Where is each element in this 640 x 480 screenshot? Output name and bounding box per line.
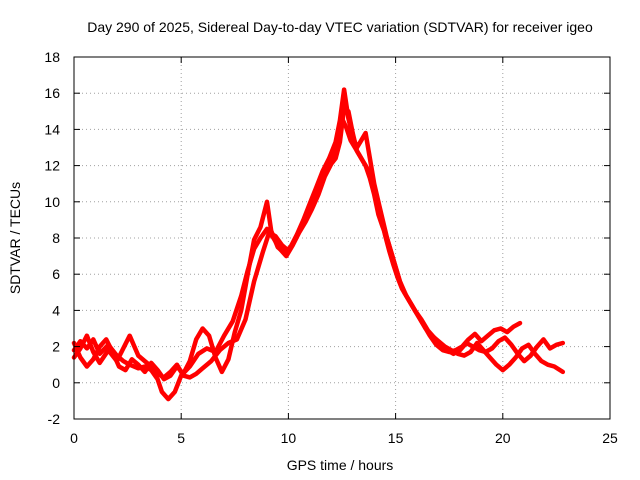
axis-ticks: 0 5 10 15 20 25 -2 0 2 4 6 8 10 12 14 16 18 xyxy=(44,49,618,446)
x-tick-label: 0 xyxy=(70,430,78,446)
y-tick-label: 12 xyxy=(44,158,60,174)
series-line-trace-b xyxy=(71,116,566,380)
x-tick-label: 20 xyxy=(495,430,511,446)
y-axis-label: SDTVAR / TECUs xyxy=(7,182,23,294)
series-group xyxy=(71,87,566,402)
y-tick-label: 4 xyxy=(52,302,60,318)
y-tick-label: 18 xyxy=(44,49,60,65)
y-tick-label: 8 xyxy=(52,230,60,246)
x-tick-label: 15 xyxy=(388,430,404,446)
series-line-trace-c xyxy=(71,87,523,382)
y-tick-label: -2 xyxy=(48,411,61,427)
y-tick-label: 16 xyxy=(44,85,60,101)
x-axis-label: GPS time / hours xyxy=(287,457,394,473)
y-tick-label: 14 xyxy=(44,121,60,137)
y-tick-label: 2 xyxy=(52,339,60,355)
y-tick-label: 0 xyxy=(52,375,60,391)
x-tick-label: 5 xyxy=(177,430,185,446)
series-line-trace-a xyxy=(71,105,566,402)
chart-title: Day 290 of 2025, Sidereal Day-to-day VTE… xyxy=(87,19,593,35)
y-tick-label: 6 xyxy=(52,266,60,282)
x-tick-label: 10 xyxy=(281,430,297,446)
x-tick-label: 25 xyxy=(602,430,618,446)
y-tick-label: 10 xyxy=(44,194,60,210)
